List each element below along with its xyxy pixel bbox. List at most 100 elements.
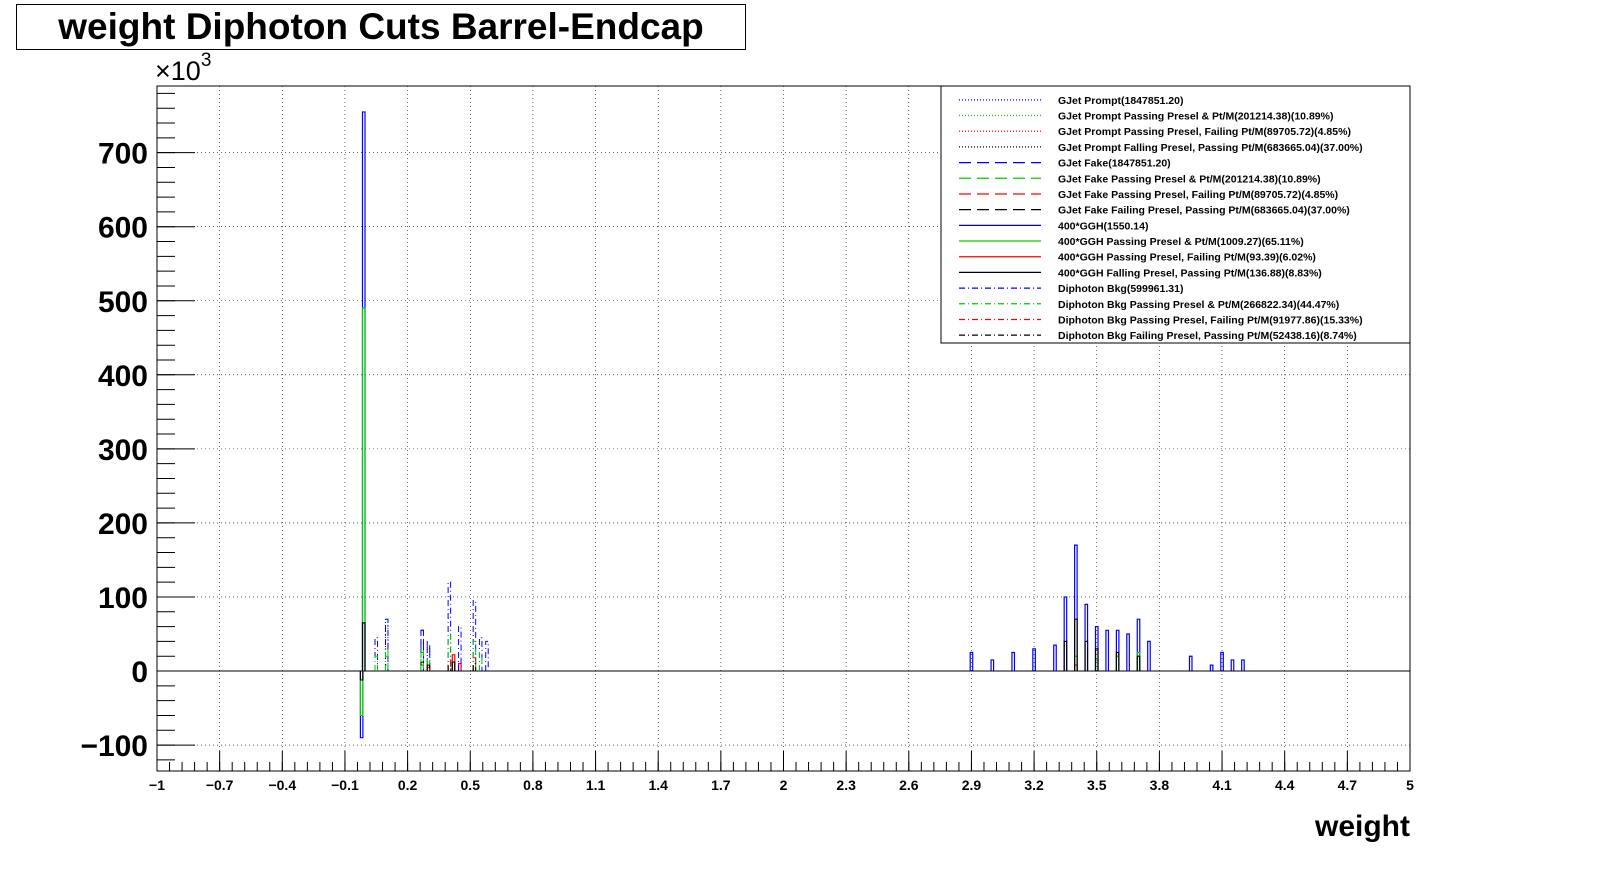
x-tick-label: 0.2 <box>398 777 418 793</box>
histogram-bar <box>447 633 452 672</box>
x-axis-label: weight <box>1314 810 1410 843</box>
y-tick-label: 600 <box>98 212 148 245</box>
histogram-bar <box>1241 659 1245 672</box>
y-tick-label: 700 <box>98 138 148 171</box>
x-tick-label: 0.5 <box>461 777 481 793</box>
histogram-bar <box>1136 655 1141 672</box>
histogram-bar <box>1115 629 1120 672</box>
histogram-bar <box>359 671 364 681</box>
legend-entry: Diphoton Bkg Failing Presel, Passing Pt/… <box>1058 330 1357 342</box>
histogram-bar <box>1074 618 1078 672</box>
y-tick-label: 500 <box>98 286 148 319</box>
y-tick-label: −100 <box>80 730 148 763</box>
legend: GJet Prompt(1847851.20) GJet Prompt Passi… <box>940 85 1411 344</box>
series-5 <box>157 652 1410 672</box>
legend-entry: Diphoton Bkg Passing Presel, Failing Pt/… <box>1058 314 1363 326</box>
histogram-bar <box>426 664 431 672</box>
legend-entry: 400*GGH Falling Presel, Passing Pt/M(136… <box>1058 267 1322 279</box>
histogram-bar <box>472 600 477 672</box>
histogram-bar <box>1084 640 1089 672</box>
y-tick-label: 400 <box>98 360 148 393</box>
histogram-bar <box>1147 640 1151 672</box>
x-tick-label: 3.8 <box>1150 777 1170 793</box>
legend-entry: Diphoton Bkg(599961.31) <box>1058 283 1183 295</box>
histogram-bar <box>1011 651 1016 672</box>
x-tick-label: −1 <box>149 777 165 793</box>
histogram-bar <box>1126 633 1130 672</box>
x-tick-label: −0.1 <box>331 777 359 793</box>
histogram-bar <box>472 663 477 672</box>
histogram-bar <box>374 655 379 672</box>
y-tick-label: 100 <box>98 582 148 615</box>
x-tick-label: 1.7 <box>711 777 731 793</box>
legend-entry: GJet Prompt(1847851.20) <box>1058 95 1183 107</box>
histogram-bar <box>384 618 389 672</box>
legend-entry: GJet Prompt Passing Presel & Pt/M(201214… <box>1058 111 1333 123</box>
histogram-bar <box>426 657 431 672</box>
y-tick-label: 0 <box>131 656 148 689</box>
legend-entry: GJet Fake Passing Presel, Failing Pt/M(8… <box>1058 189 1338 201</box>
histogram-bar <box>451 661 456 672</box>
legend-entry: GJet Fake Passing Presel & Pt/M(201214.3… <box>1058 173 1321 185</box>
histogram-bar <box>447 664 452 672</box>
x-tick-label: −0.4 <box>268 777 296 793</box>
histogram-bar <box>1074 544 1078 672</box>
chart-title: weight Diphoton Cuts Barrel-Endcap <box>16 4 746 50</box>
histogram-bar <box>1094 648 1099 672</box>
x-tick-label: 2.3 <box>836 777 856 793</box>
histogram-bar <box>1063 596 1068 672</box>
legend-entry: GJet Prompt Passing Presel, Failing Pt/M… <box>1058 126 1351 138</box>
legend-entry: GJet Fake(1847851.20) <box>1058 158 1171 170</box>
x-tick-label: 4.1 <box>1212 777 1232 793</box>
x-tick-label: 1.4 <box>648 777 668 793</box>
legend-entry: 400*GGH Passing Presel, Failing Pt/M(93.… <box>1058 252 1316 264</box>
histogram-bar <box>478 652 483 672</box>
histogram-bar <box>1220 651 1224 672</box>
x-tick-label: 3.5 <box>1087 777 1107 793</box>
legend-entry: 400*GGH Passing Presel & Pt/M(1009.27)(6… <box>1058 236 1304 248</box>
histogram-bar <box>384 648 389 672</box>
histogram-bar <box>447 581 452 672</box>
x-tick-label: 1.1 <box>586 777 606 793</box>
histogram-bar <box>1115 651 1120 672</box>
histogram-bar <box>1053 644 1057 672</box>
x-tick-label: 4.7 <box>1338 777 1358 793</box>
histogram-bar <box>1063 640 1068 672</box>
histogram-bar <box>1032 648 1036 672</box>
y-multiplier-base: ×10 <box>155 56 201 86</box>
histogram-bar <box>969 651 974 672</box>
histogram-bar <box>426 640 431 672</box>
histogram-bar <box>361 307 366 672</box>
x-tick-label: 2.9 <box>962 777 982 793</box>
legend-entry: GJet Prompt Falling Presel, Passing Pt/M… <box>1058 142 1363 154</box>
legend-box <box>940 85 1411 344</box>
histogram-bar <box>374 637 379 672</box>
histogram-bar <box>472 657 477 672</box>
histogram-bar <box>990 659 995 672</box>
series-14 <box>157 657 1410 672</box>
series-15 <box>157 663 1410 672</box>
axes: −1 −0.7 −0.4 −0.1 0.2 0.5 0.8 1.1 1.4 1.7 2 2.3 2.6 2… <box>80 92 1414 793</box>
histogram-bar <box>1209 664 1214 672</box>
x-tick-label: 0.8 <box>523 777 543 793</box>
histogram-bar <box>1188 655 1193 672</box>
y-tick-label: 300 <box>98 434 148 467</box>
histogram-bar <box>1105 629 1110 672</box>
y-multiplier-label: ×103 <box>155 50 211 86</box>
x-tick-label: 4.4 <box>1275 777 1295 793</box>
histogram-bar <box>420 648 424 672</box>
legend-entry: 400*GGH(1550.14) <box>1058 220 1148 232</box>
histogram-bar <box>472 640 477 672</box>
x-tick-label: 2 <box>780 777 788 793</box>
legend-entry: Diphoton Bkg Passing Presel & Pt/M(26682… <box>1058 299 1339 311</box>
legend-entry: GJet Fake Failing Presel, Passing Pt/M(6… <box>1058 205 1350 217</box>
series-layer <box>157 111 1410 739</box>
y-tick-label: 200 <box>98 508 148 541</box>
histogram-bar <box>458 626 462 672</box>
x-tick-label: 5 <box>1406 777 1414 793</box>
histogram-bar <box>1230 659 1235 672</box>
histogram-bar <box>1084 603 1089 672</box>
histogram-bar <box>420 629 424 672</box>
histogram-bar <box>1136 618 1141 672</box>
